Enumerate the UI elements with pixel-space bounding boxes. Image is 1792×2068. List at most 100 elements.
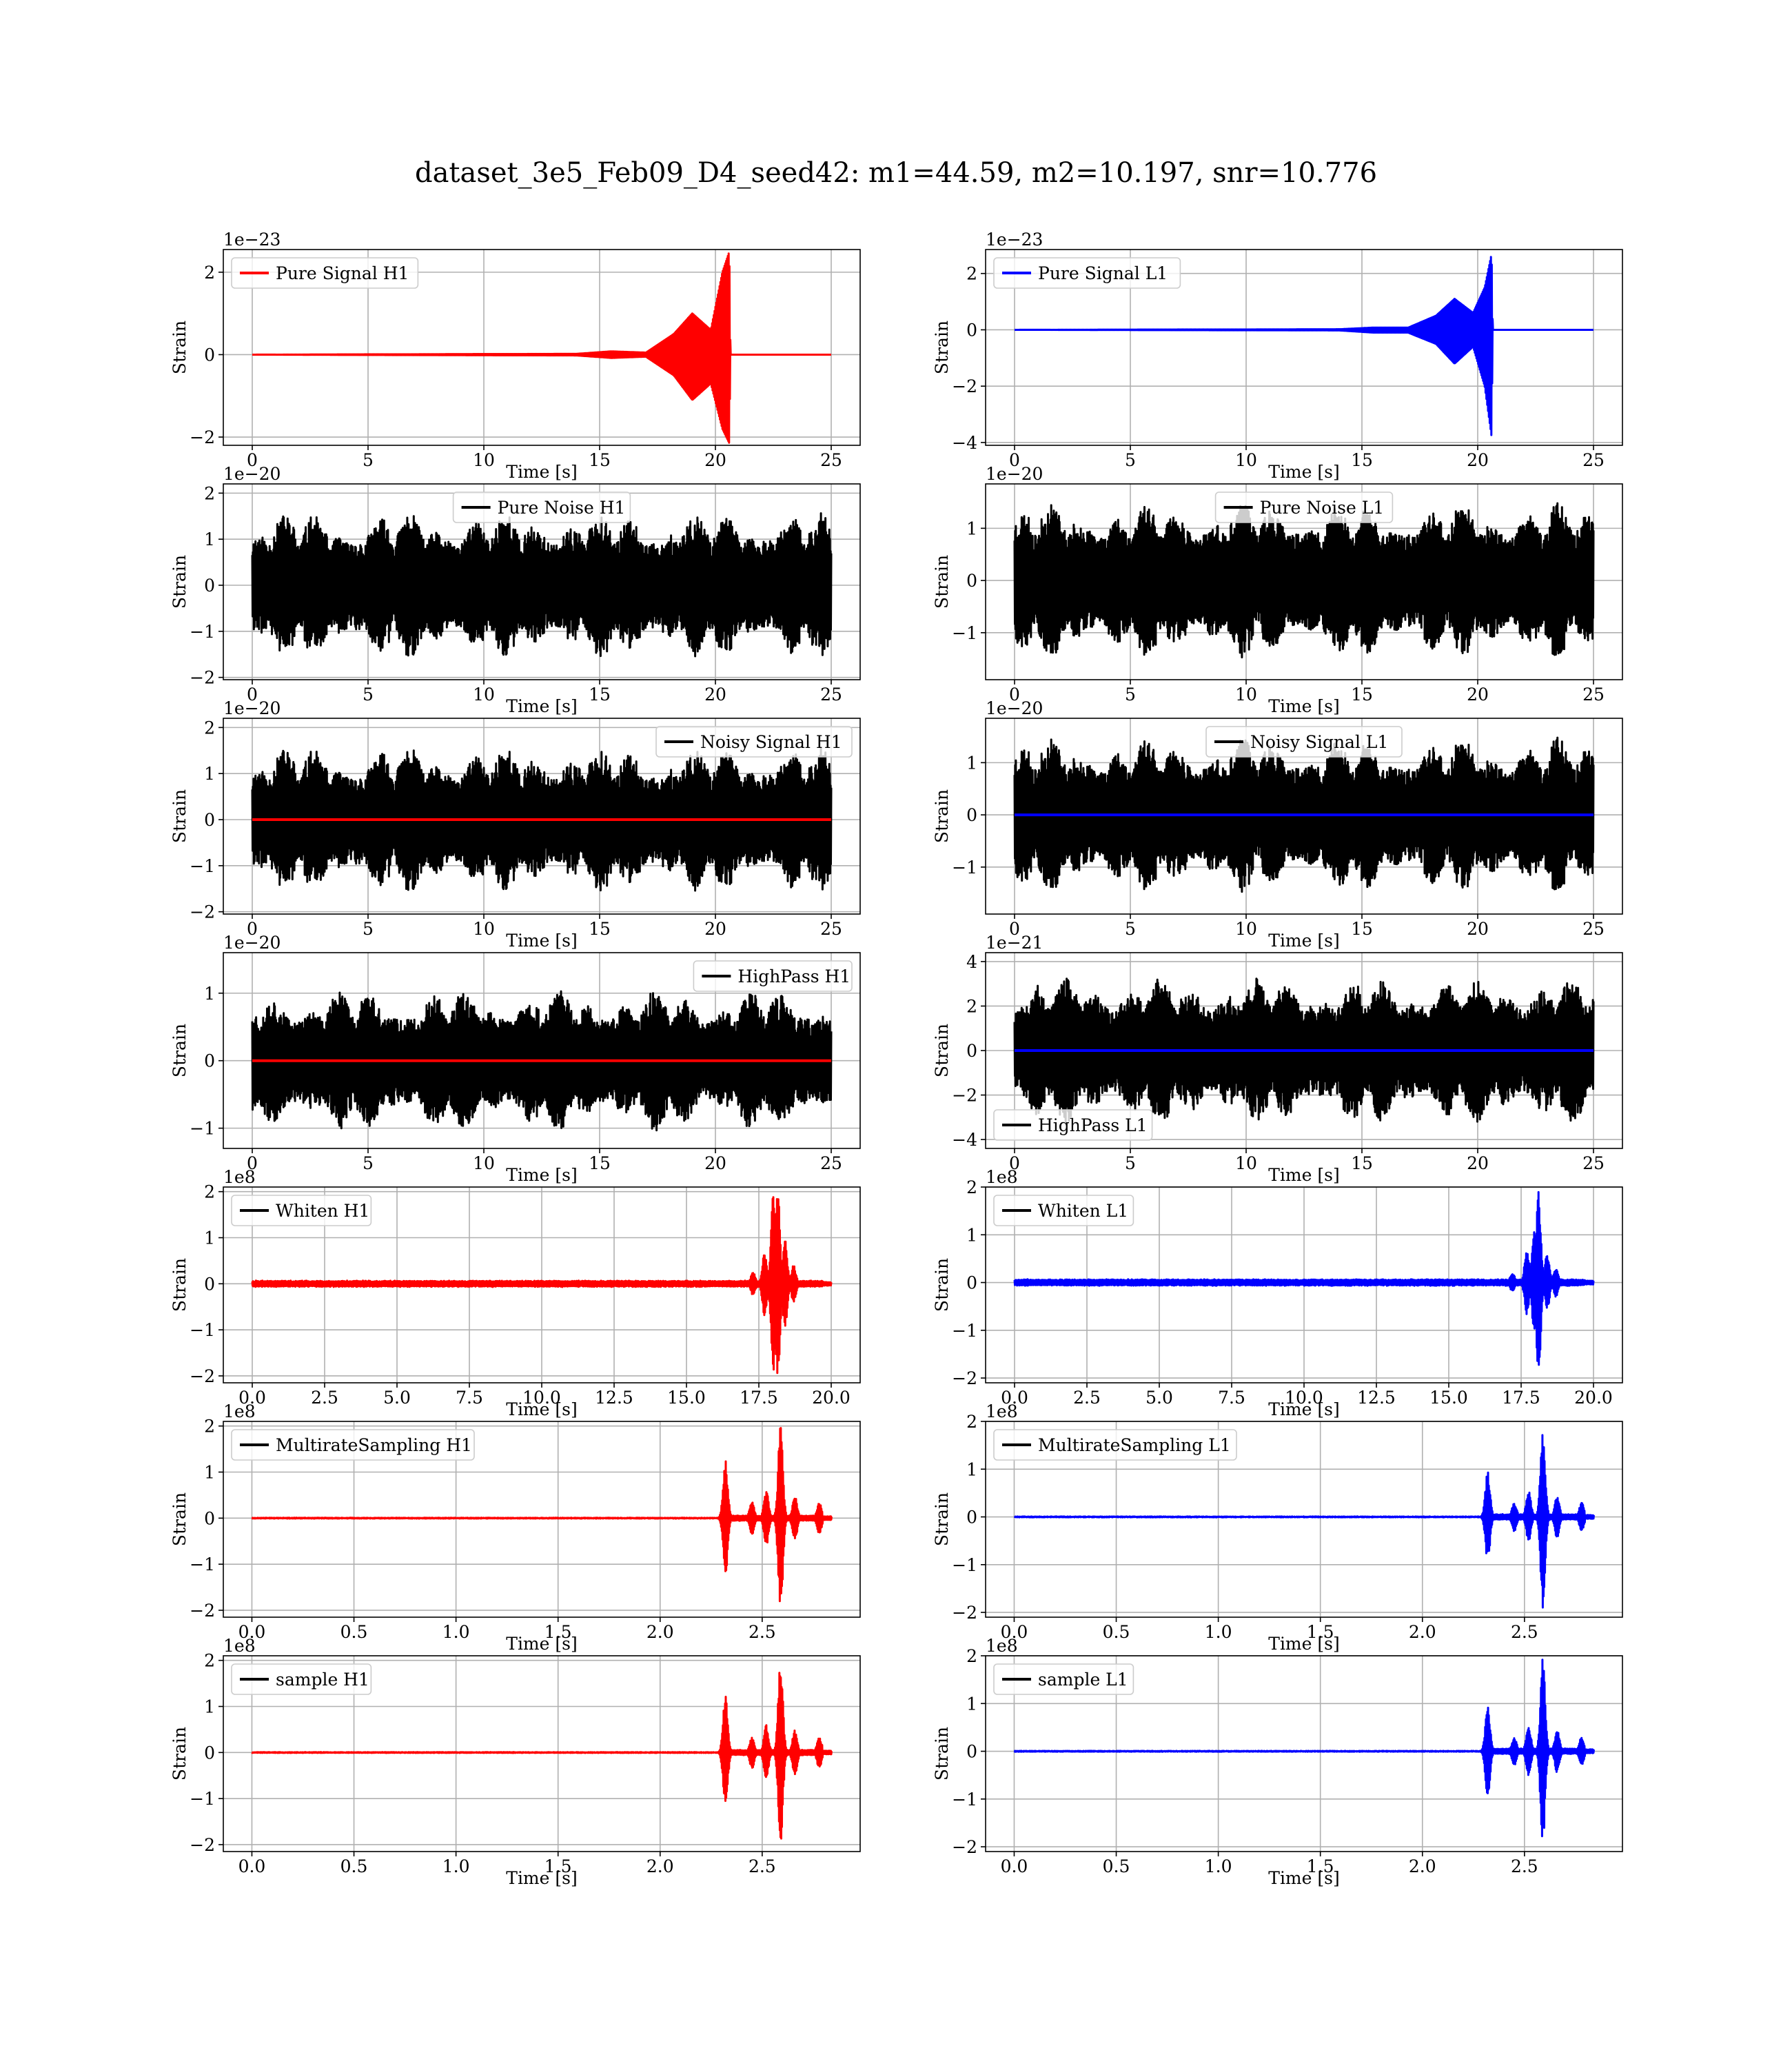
series-line xyxy=(251,512,833,658)
y-tick-label: −1 xyxy=(190,1554,215,1574)
x-tick-label: 25 xyxy=(1582,1153,1605,1173)
offset-text: 1e−23 xyxy=(986,230,1043,250)
y-tick-label: 0 xyxy=(204,1508,215,1528)
series-line xyxy=(251,990,833,1132)
x-tick-label: 25 xyxy=(820,450,842,470)
series-line xyxy=(1013,1434,1595,1609)
x-tick-label: 1.0 xyxy=(1205,1856,1232,1876)
x-tick-label: 0.0 xyxy=(238,1622,266,1642)
x-axis-label: Time [s] xyxy=(1268,1399,1339,1419)
y-tick-label: 0 xyxy=(966,1508,977,1528)
legend-box xyxy=(993,1429,1237,1461)
y-tick-label: 0 xyxy=(966,1041,977,1061)
axes-frame xyxy=(985,249,1623,446)
legend-label: HighPass H1 xyxy=(737,966,851,986)
subplot-noisy-l1: 0 5 10 15 20 25 −1 0 1 Time [s] Strain 1e−20 Noisy S… xyxy=(932,698,1623,951)
plot-area xyxy=(1013,1434,1595,1609)
figure-title: dataset_3e5_Feb09_D4_seed42: m1=44.59, m… xyxy=(414,157,1378,189)
y-tick-label: 0 xyxy=(204,345,215,365)
x-tick-label: 0 xyxy=(1009,919,1020,939)
offset-text: 1e8 xyxy=(223,1401,256,1421)
y-tick-label: 4 xyxy=(966,952,977,972)
x-tick-label: 2.5 xyxy=(1073,1388,1101,1408)
x-tick-label: 2.0 xyxy=(1409,1622,1436,1642)
x-tick-label: 15 xyxy=(589,450,611,470)
legend-label: Whiten L1 xyxy=(1038,1201,1128,1221)
x-tick-label: 17.5 xyxy=(740,1388,778,1408)
subplot-sample-h1: 0.0 0.5 1.0 1.5 2.0 2.5 −2 −1 0 1 2 Time [s] Strain 1… xyxy=(170,1636,861,1888)
y-tick-label: 1 xyxy=(966,1459,977,1479)
x-axis-label: Time [s] xyxy=(1268,1868,1339,1888)
legend-label: Pure Noise H1 xyxy=(498,498,626,518)
y-tick-label: −4 xyxy=(952,1130,977,1150)
subplot-noisy-h1: 0 5 10 15 20 25 −2 −1 0 1 2 Time [s] Strain 1e−20 Nois… xyxy=(170,698,861,951)
x-tick-label: 5 xyxy=(1125,1153,1136,1173)
x-tick-label: 0.0 xyxy=(1001,1856,1028,1876)
y-tick-label: 0 xyxy=(204,810,215,830)
y-axis-label: Strain xyxy=(932,1258,952,1312)
subplot-highpass-l1: 0 5 10 15 20 25 −4 −2 0 2 4 Time [s] Strain 1e−21 High… xyxy=(932,933,1623,1185)
x-tick-label: 25 xyxy=(1582,450,1605,470)
series-line xyxy=(251,1427,833,1603)
y-tick-label: 0 xyxy=(204,1743,215,1763)
x-tick-label: 5.0 xyxy=(1146,1388,1173,1408)
x-tick-label: 1.0 xyxy=(442,1622,470,1642)
x-tick-label: 0 xyxy=(247,450,258,470)
series-line xyxy=(1013,977,1595,1123)
plot-area xyxy=(252,252,832,444)
y-tick-label: −2 xyxy=(952,1368,977,1388)
y-axis-label: Strain xyxy=(932,555,952,609)
plot-area xyxy=(1013,977,1595,1123)
legend-box xyxy=(452,491,631,523)
x-axis-label: Time [s] xyxy=(506,1868,577,1888)
y-tick-label: 2 xyxy=(204,718,215,738)
legend-label: MultirateSampling H1 xyxy=(276,1435,472,1455)
series-line xyxy=(1013,502,1595,659)
legend-box xyxy=(693,960,853,992)
y-tick-label: 1 xyxy=(966,1694,977,1714)
offset-text: 1e−20 xyxy=(223,933,281,953)
axes-frame xyxy=(985,718,1623,915)
x-tick-label: 20 xyxy=(704,450,726,470)
x-tick-label: 0.5 xyxy=(340,1856,368,1876)
y-tick-label: 0 xyxy=(966,320,977,340)
x-tick-label: 25 xyxy=(820,1153,842,1173)
y-tick-label: 1 xyxy=(966,1225,977,1245)
x-tick-label: 1.5 xyxy=(544,1856,572,1876)
y-tick-label: −2 xyxy=(190,1601,215,1621)
y-tick-label: −2 xyxy=(952,1603,977,1623)
x-axis-label: Time [s] xyxy=(506,931,577,951)
offset-text: 1e8 xyxy=(986,1167,1018,1187)
y-tick-label: −4 xyxy=(952,433,977,453)
plot-area xyxy=(251,990,833,1132)
legend-box xyxy=(231,257,419,289)
x-axis-label: Time [s] xyxy=(1268,1634,1339,1654)
subplot-whiten-h1: 0.0 2.5 5.0 7.5 10.0 12.5 15.0 17.5 20.0 −2 −1 0 1 2 T… xyxy=(170,1167,861,1419)
x-tick-label: 20 xyxy=(1467,685,1489,704)
x-tick-label: 5 xyxy=(363,450,374,470)
y-tick-label: 1 xyxy=(204,1463,215,1483)
axes-frame xyxy=(223,1421,861,1618)
x-tick-label: 15 xyxy=(589,685,611,704)
y-tick-label: 1 xyxy=(204,984,215,1004)
x-tick-label: 15.0 xyxy=(667,1388,706,1408)
y-tick-label: 1 xyxy=(204,764,215,784)
legend: Pure Noise H1 xyxy=(452,491,631,523)
legend-box xyxy=(655,726,853,758)
plot-area xyxy=(251,1196,833,1375)
y-tick-label: −1 xyxy=(952,858,977,878)
y-tick-label: −2 xyxy=(190,1366,215,1386)
x-tick-label: 5 xyxy=(1125,685,1136,704)
offset-text: 1e−20 xyxy=(986,464,1043,484)
x-axis-label: Time [s] xyxy=(506,696,577,716)
x-tick-label: 0.0 xyxy=(238,1388,266,1408)
x-tick-label: 0 xyxy=(1009,450,1020,470)
y-tick-label: 0 xyxy=(966,571,977,591)
y-axis-label: Strain xyxy=(170,1492,190,1546)
series-line xyxy=(251,747,833,892)
x-tick-label: 20 xyxy=(704,1153,726,1173)
y-tick-label: 2 xyxy=(966,264,977,284)
offset-text: 1e−20 xyxy=(223,698,281,718)
x-tick-label: 0 xyxy=(247,919,258,939)
x-tick-label: 2.5 xyxy=(749,1622,776,1642)
